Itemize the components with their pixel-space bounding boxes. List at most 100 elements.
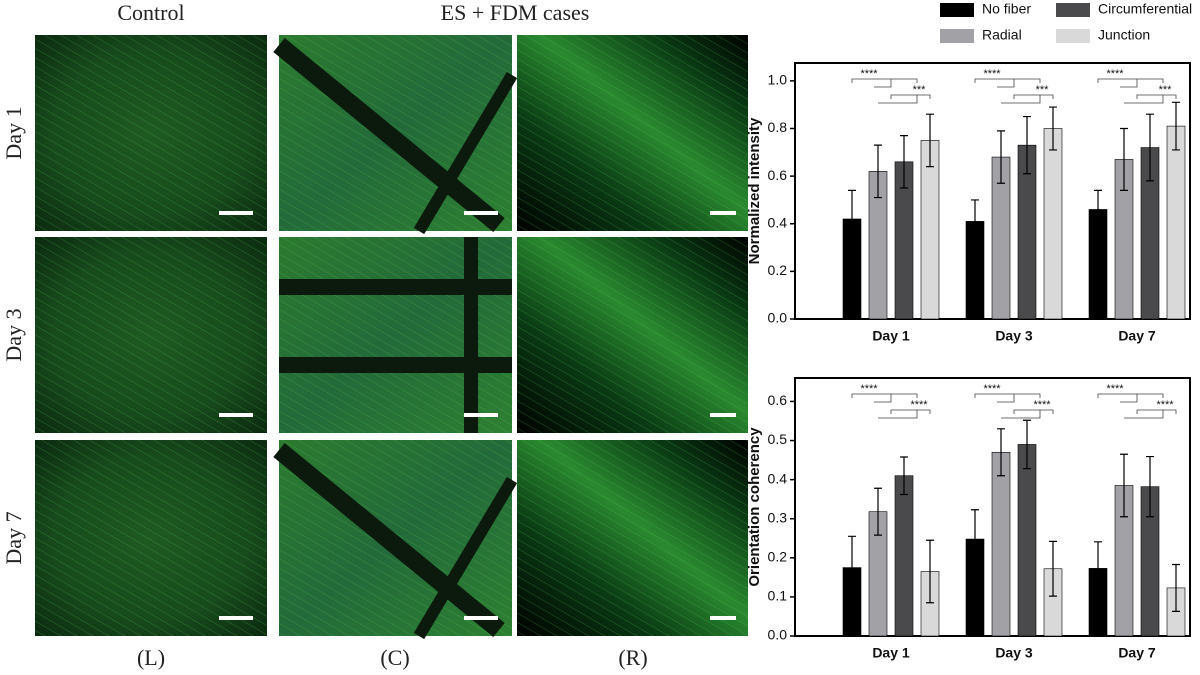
micrograph-texture xyxy=(35,237,267,433)
panel-label: (C) xyxy=(380,645,409,670)
y-tick-label: 0.2 xyxy=(768,262,788,278)
significance-bracket xyxy=(851,393,918,403)
panel-label: (R) xyxy=(618,645,647,670)
y-tick-label: 0.2 xyxy=(768,549,788,565)
micrograph-texture xyxy=(35,35,267,231)
significance-label: *** xyxy=(1159,84,1173,96)
scale-bar xyxy=(710,413,736,417)
x-tick-label: Day 3 xyxy=(995,645,1033,661)
significance-label: **** xyxy=(1033,399,1051,411)
legend-swatch xyxy=(940,3,974,17)
fiber xyxy=(413,476,518,640)
scale-bar xyxy=(219,211,253,215)
y-tick-label: 0.6 xyxy=(768,167,788,183)
scale-bar xyxy=(710,211,736,215)
error-bar xyxy=(1120,127,1128,192)
error-bar xyxy=(997,428,1005,477)
legend-swatch xyxy=(1056,3,1090,17)
scale-bar xyxy=(464,211,498,215)
significance-bracket xyxy=(878,94,931,104)
error-bar xyxy=(1023,419,1031,470)
significance-label: *** xyxy=(1036,84,1050,96)
legend-swatch xyxy=(1056,29,1090,43)
y-tick-label: 0.6 xyxy=(768,392,788,408)
image-panels xyxy=(35,35,748,640)
column-header: ES + FDM cases xyxy=(441,0,590,25)
x-tick-label: Day 3 xyxy=(995,328,1033,344)
error-bar xyxy=(874,144,882,199)
fiber xyxy=(273,443,505,637)
x-tick-label: Day 1 xyxy=(872,328,910,344)
scale-bar xyxy=(464,616,498,620)
error-bar xyxy=(971,199,979,244)
significance-bracket xyxy=(974,78,1041,88)
significance-label: **** xyxy=(1156,399,1174,411)
legend-label: No fiber xyxy=(982,1,1031,17)
row-label: Day 1 xyxy=(1,106,26,159)
significance-bracket xyxy=(1124,409,1177,419)
legend-label: Radial xyxy=(982,27,1022,43)
significance-label: **** xyxy=(910,399,928,411)
error-bar xyxy=(900,135,908,189)
scale-bar xyxy=(219,413,253,417)
significance-bracket xyxy=(878,409,931,419)
column-header: Control xyxy=(117,0,184,25)
significance-bracket xyxy=(851,78,918,88)
error-bar xyxy=(1094,189,1102,230)
panel-label: (L) xyxy=(137,645,165,670)
row-label: Day 7 xyxy=(1,511,26,564)
error-bar xyxy=(1049,540,1057,597)
error-bar xyxy=(900,456,908,496)
fiber xyxy=(413,71,518,235)
y-axis-label: Normalized intensity xyxy=(746,117,763,264)
significance-bracket xyxy=(1124,94,1177,104)
error-bar xyxy=(971,509,979,569)
legend-swatch xyxy=(940,29,974,43)
bar xyxy=(1043,128,1063,320)
micrograph-texture xyxy=(517,35,748,231)
error-bar xyxy=(926,539,934,604)
y-tick-label: 0.0 xyxy=(768,627,788,643)
row-label: Day 3 xyxy=(1,308,26,361)
micrograph-texture xyxy=(35,440,267,636)
significance-bracket xyxy=(1001,94,1054,104)
scale-bar xyxy=(464,413,498,417)
fiber xyxy=(273,38,505,232)
y-axis-label: Orientation coherency xyxy=(746,427,763,587)
x-tick-label: Day 1 xyxy=(872,645,910,661)
error-bar xyxy=(1120,453,1128,518)
significance-label: **** xyxy=(983,383,1001,395)
significance-label: **** xyxy=(1106,68,1124,80)
error-bar xyxy=(1023,115,1031,175)
significance-label: **** xyxy=(983,68,1001,80)
error-bar xyxy=(1146,455,1154,518)
y-tick-label: 0.0 xyxy=(768,310,788,326)
legend-label: Circumferential xyxy=(1098,1,1192,17)
bar xyxy=(991,451,1011,637)
error-bar xyxy=(848,535,856,600)
scale-bar xyxy=(219,616,253,620)
error-bar xyxy=(848,189,856,249)
y-tick-label: 0.1 xyxy=(768,588,788,604)
significance-label: **** xyxy=(1106,383,1124,395)
significance-bracket xyxy=(974,393,1041,403)
error-bar xyxy=(926,113,934,168)
error-bar xyxy=(874,487,882,536)
y-tick-label: 0.4 xyxy=(768,470,788,486)
micrograph-texture xyxy=(517,440,748,636)
significance-label: *** xyxy=(913,84,927,96)
micrograph-texture xyxy=(517,237,748,433)
significance-bracket xyxy=(1097,393,1164,403)
significance-bracket xyxy=(1097,78,1164,88)
fiber xyxy=(279,279,512,295)
error-bar xyxy=(1146,113,1154,182)
significance-label: **** xyxy=(860,383,878,395)
bar xyxy=(1166,125,1186,320)
bar xyxy=(1017,444,1037,637)
y-tick-label: 0.8 xyxy=(768,119,788,135)
x-tick-label: Day 7 xyxy=(1118,328,1156,344)
error-bar xyxy=(1172,101,1180,151)
significance-label: **** xyxy=(860,68,878,80)
y-tick-label: 0.5 xyxy=(768,431,788,447)
